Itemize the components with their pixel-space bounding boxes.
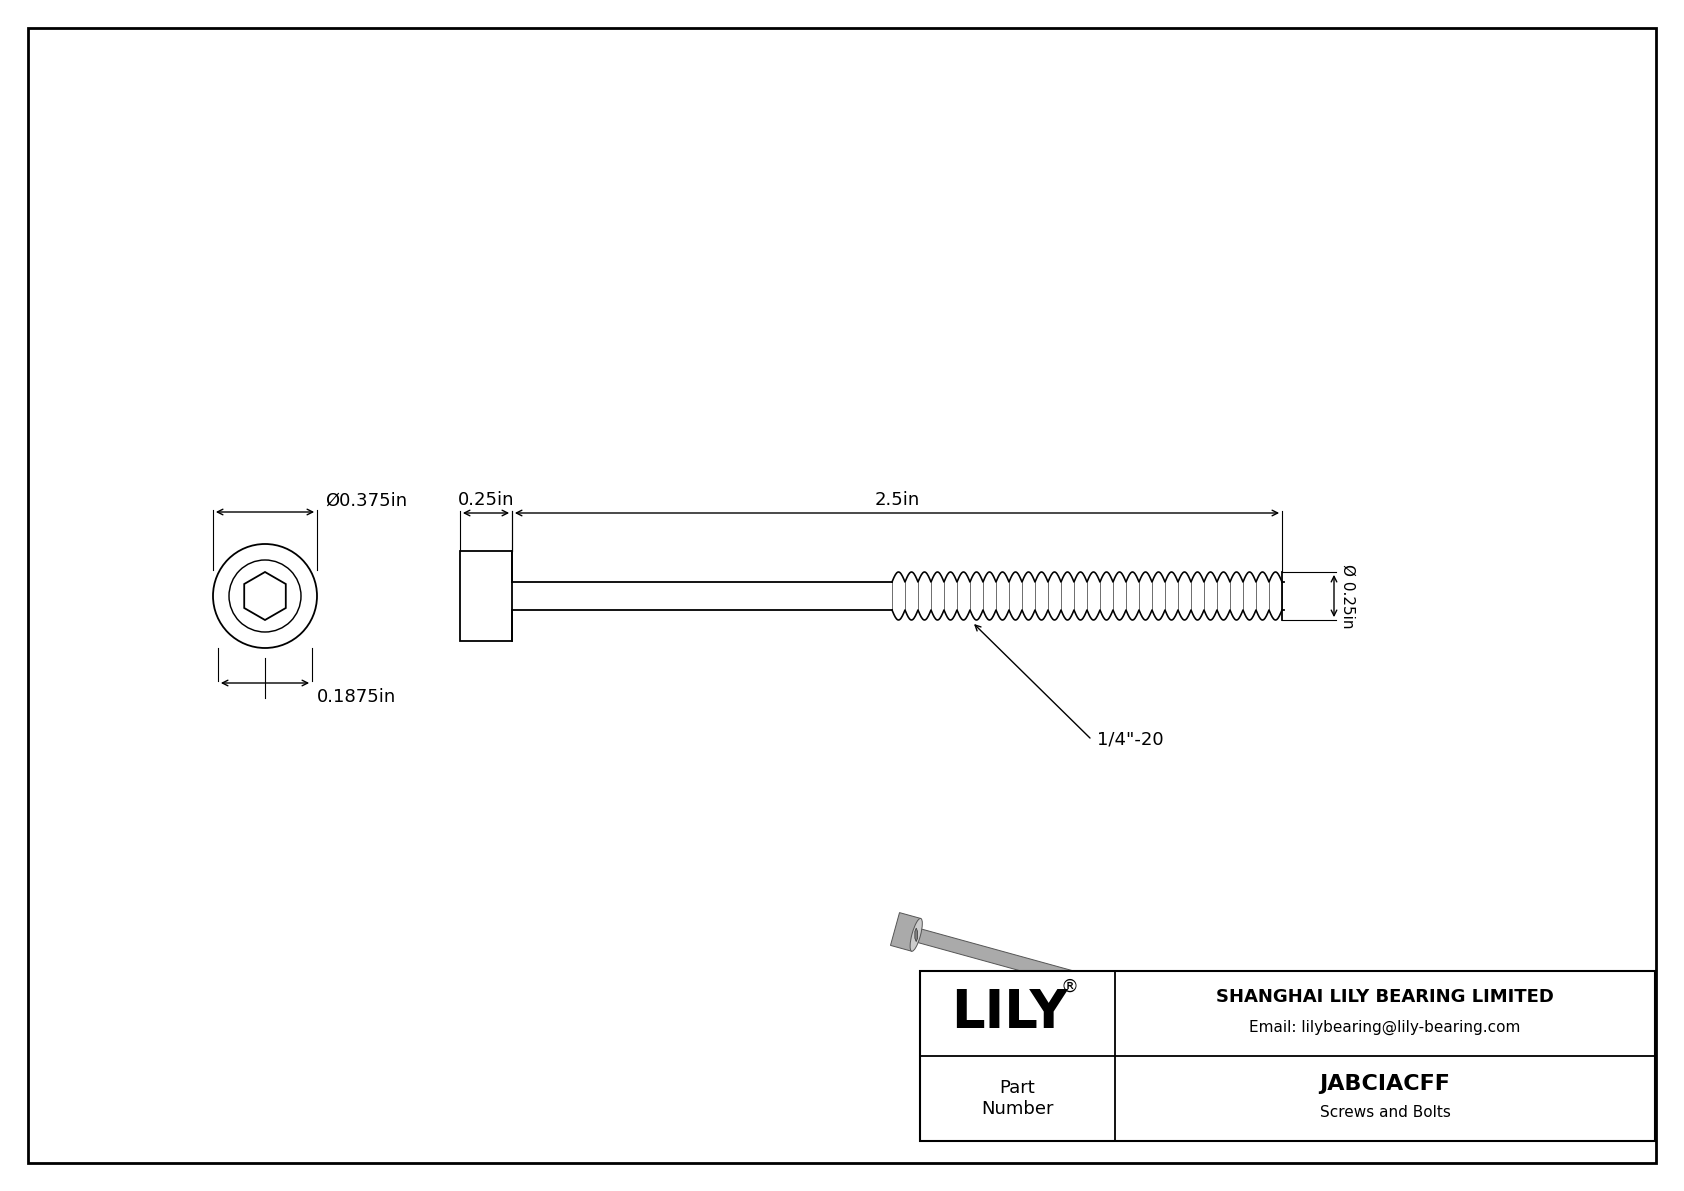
Text: 2.5in: 2.5in bbox=[874, 491, 919, 509]
Circle shape bbox=[229, 560, 301, 632]
Text: 0.1875in: 0.1875in bbox=[317, 688, 396, 706]
Text: JABCIACFF: JABCIACFF bbox=[1320, 1074, 1450, 1095]
Text: Ø0.375in: Ø0.375in bbox=[325, 492, 408, 510]
Text: LILY: LILY bbox=[951, 987, 1068, 1040]
Polygon shape bbox=[914, 928, 918, 942]
Text: 1/4"-20: 1/4"-20 bbox=[1096, 731, 1164, 749]
Polygon shape bbox=[893, 572, 1282, 621]
Text: Email: lilybearing@lily-bearing.com: Email: lilybearing@lily-bearing.com bbox=[1250, 1019, 1521, 1035]
Text: Ø 0.25in: Ø 0.25in bbox=[1340, 563, 1356, 628]
Polygon shape bbox=[914, 928, 1372, 1067]
Polygon shape bbox=[1369, 1050, 1630, 1140]
Ellipse shape bbox=[909, 918, 923, 952]
Polygon shape bbox=[891, 912, 921, 952]
Bar bbox=[919, 971, 1655, 1141]
Text: Screws and Bolts: Screws and Bolts bbox=[1320, 1105, 1450, 1120]
Polygon shape bbox=[244, 572, 286, 621]
Bar bbox=[460, 551, 512, 641]
Text: Part
Number: Part Number bbox=[982, 1079, 1054, 1118]
Text: ®: ® bbox=[1061, 978, 1078, 996]
Text: 0.25in: 0.25in bbox=[458, 491, 514, 509]
Circle shape bbox=[212, 544, 317, 648]
Text: SHANGHAI LILY BEARING LIMITED: SHANGHAI LILY BEARING LIMITED bbox=[1216, 989, 1554, 1006]
